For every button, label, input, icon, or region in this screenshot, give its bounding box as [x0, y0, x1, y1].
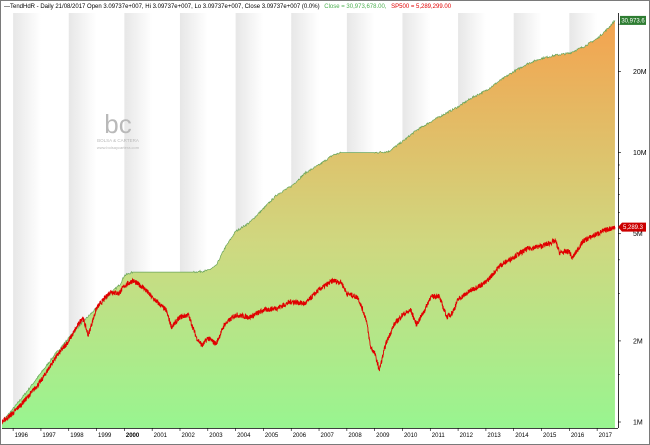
x-tick-label: 2005 — [265, 433, 279, 439]
x-tick-label: 2006 — [293, 433, 307, 439]
watermark-name: BOLSA & CARTERA — [97, 138, 139, 143]
x-tick-label: 2014 — [515, 433, 529, 439]
sp500-badge-bg — [618, 222, 646, 232]
x-tick-label: 2001 — [154, 433, 168, 439]
watermark-url: www.bolsaycartera.com — [97, 145, 140, 150]
x-tick-label: 2002 — [181, 433, 195, 439]
y-tick-label: 20M — [633, 69, 647, 76]
x-axis: 1996 1997 1998 1999 2000 2001 2002 2003 2004 2005… — [12, 428, 613, 439]
y-tick-label: 1M — [633, 420, 643, 427]
x-tick-label: 2016 — [571, 433, 585, 439]
y-axis: 1M 2M 5M 10M 20M — [618, 23, 647, 427]
x-tick-label: 2012 — [460, 433, 474, 439]
y-tick-label: 5M — [633, 231, 643, 238]
x-tick-label: 2015 — [543, 433, 557, 439]
x-tick-label: 2004 — [237, 433, 251, 439]
x-tick-label: 1997 — [42, 433, 56, 439]
sp500-value-badge: 5,289.3 — [618, 222, 646, 232]
watermark-logo: bc — [104, 109, 131, 139]
y-tick-label: 10M — [633, 150, 647, 157]
x-tick-label: 1996 — [15, 433, 29, 439]
x-tick-label: 2000 — [126, 433, 140, 439]
year-band — [13, 13, 41, 428]
watermark: bc BOLSA & CARTERA www.bolsaycartera.com — [97, 109, 140, 150]
x-tick-label: 2011 — [432, 433, 446, 439]
close-value-badge: 30,973.6 — [620, 15, 646, 25]
header-close-label: Close = 30,973,678.00, — [324, 4, 387, 10]
x-tick-label: 2007 — [321, 433, 335, 439]
x-tick-label: 2008 — [348, 433, 362, 439]
x-tick-label: 2003 — [209, 433, 223, 439]
x-tick-label: 2013 — [487, 433, 501, 439]
header-prefix: —TendHdR - Daily 21/08/2017 Open 3.09737… — [4, 4, 320, 10]
close-badge-bg — [620, 15, 646, 25]
close-badge-text: 30,973.6 — [621, 18, 645, 24]
x-tick-label: 2009 — [376, 433, 390, 439]
x-tick-label: 1999 — [98, 433, 112, 439]
series-sp500-line — [2, 225, 616, 425]
header-sp500-label: SP500 = 5,289,299.00 — [391, 4, 452, 10]
chart-header: —TendHdR - Daily 21/08/2017 Open 3.09737… — [4, 4, 452, 10]
x-tick-label: 2010 — [404, 433, 418, 439]
x-tick-label: 2017 — [599, 433, 613, 439]
y-tick-label: 2M — [633, 338, 643, 345]
sp500-badge-text: 5,289.3 — [623, 225, 644, 231]
x-tick-label: 1998 — [70, 433, 84, 439]
series-close-area — [2, 20, 615, 428]
